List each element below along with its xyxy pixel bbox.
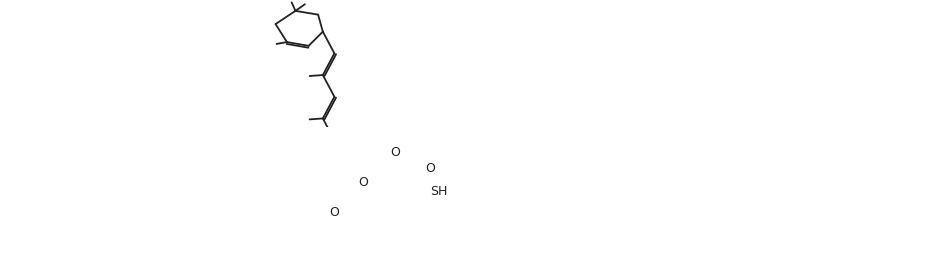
- Text: SH: SH: [430, 185, 447, 198]
- Text: O: O: [358, 176, 368, 189]
- Text: O: O: [329, 206, 340, 219]
- Text: O: O: [390, 146, 400, 159]
- Text: O: O: [425, 162, 436, 175]
